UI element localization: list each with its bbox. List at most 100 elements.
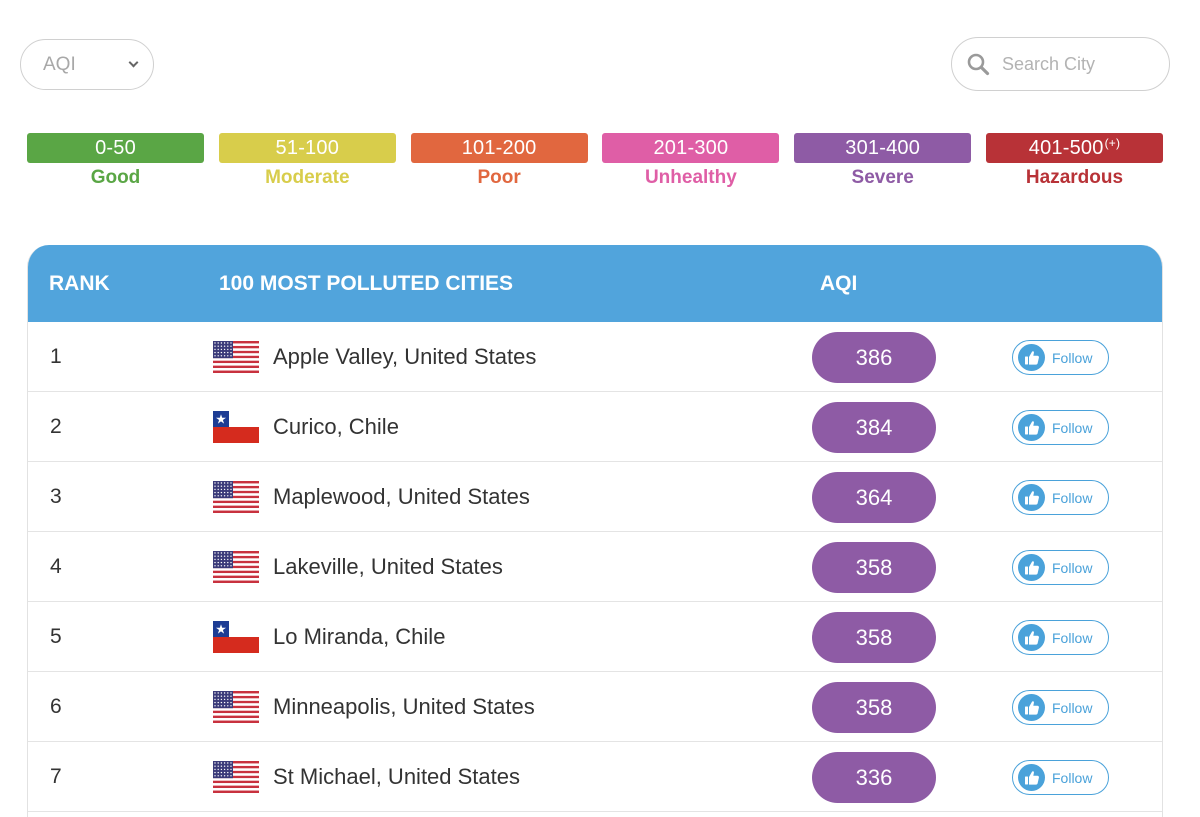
aqi-legend: 0-50 Good 51-100 Moderate 101-200 Poor 201-300… — [27, 133, 1163, 193]
us-flag-icon — [213, 481, 259, 513]
row-aqi-value: 358 — [855, 554, 893, 580]
thumbs-up-icon — [1018, 484, 1045, 511]
follow-button[interactable]: Follow — [1012, 690, 1109, 725]
us-flag-icon — [213, 691, 259, 723]
row-rank: 1 — [50, 345, 62, 368]
legend-item: 51-100 Moderate — [218, 133, 396, 189]
row-aqi-badge: 358 — [812, 542, 936, 593]
row-rank: 4 — [50, 555, 62, 578]
follow-label: Follow — [1052, 349, 1093, 366]
legend-range-bar: 401-500 (+) — [986, 133, 1163, 163]
legend-range-bar: 301-400 — [794, 133, 972, 163]
polluted-cities-table: RANK 100 MOST POLLUTED CITIES AQI 1 Apple… — [27, 245, 1163, 817]
legend-range: 101-200 — [461, 136, 537, 159]
aqi-filter-dropdown[interactable]: AQI — [20, 39, 154, 90]
us-flag-icon — [213, 341, 259, 373]
legend-range: 0-50 — [95, 136, 136, 159]
chile-flag-icon — [213, 411, 259, 443]
row-aqi-badge: 384 — [812, 402, 936, 453]
legend-range-bar: 0-50 — [27, 133, 204, 163]
thumbs-up-icon — [1018, 344, 1045, 371]
legend-label: Moderate — [265, 167, 350, 188]
row-aqi-value: 384 — [855, 414, 893, 440]
row-aqi-value: 336 — [855, 764, 893, 790]
legend-label: Poor — [477, 167, 521, 188]
city-search-box[interactable] — [951, 37, 1170, 91]
legend-range: 301-400 — [845, 136, 921, 159]
legend-label: Hazardous — [1025, 167, 1124, 188]
legend-item: 201-300 Unhealthy — [602, 133, 780, 189]
row-aqi-badge: 358 — [812, 682, 936, 733]
thumbs-up-icon — [1018, 624, 1045, 651]
chevron-down-icon — [128, 57, 139, 68]
table-row: 6 Minneapolis, United States 358 Follow — [28, 672, 1162, 742]
legend-range-suffix: (+) — [1104, 136, 1121, 150]
follow-label: Follow — [1052, 629, 1093, 646]
row-aqi-value: 386 — [855, 344, 893, 370]
follow-button[interactable]: Follow — [1012, 620, 1109, 655]
row-rank: 5 — [50, 625, 62, 648]
table-row: 7 St Michael, United States 336 Follow — [28, 742, 1162, 812]
thumbs-up-icon — [1018, 414, 1045, 441]
table-row: 4 Lakeville, United States 358 Follow — [28, 532, 1162, 602]
follow-button[interactable]: Follow — [1012, 410, 1109, 445]
us-flag-icon — [213, 761, 259, 793]
row-city-link[interactable]: Curico, Chile — [273, 414, 399, 439]
row-city-link[interactable]: Lakeville, United States — [273, 554, 503, 579]
legend-item: 301-400 Severe — [794, 133, 972, 189]
table-row: 2 Curico, Chile 384 Follow — [28, 392, 1162, 462]
aqi-filter-value: AQI — [43, 53, 76, 75]
row-city-link[interactable]: Apple Valley, United States — [273, 344, 537, 369]
table-row: 1 Apple Valley, United States 386 Follow — [28, 322, 1162, 392]
row-aqi-badge: 364 — [812, 472, 936, 523]
row-city-link[interactable]: Maplewood, United States — [273, 484, 530, 509]
row-aqi-badge: 358 — [812, 612, 936, 663]
table-row: 5 Lo Miranda, Chile 358 Follow — [28, 602, 1162, 672]
table-header: RANK 100 MOST POLLUTED CITIES AQI — [28, 245, 1162, 322]
legend-range: 401-500 — [1028, 136, 1104, 159]
legend-label: Severe — [851, 167, 914, 188]
follow-label: Follow — [1052, 489, 1093, 506]
follow-button[interactable]: Follow — [1012, 760, 1109, 795]
follow-label: Follow — [1052, 559, 1093, 576]
follow-label: Follow — [1052, 419, 1093, 436]
row-rank: 6 — [50, 695, 62, 718]
follow-label: Follow — [1052, 699, 1093, 716]
chile-flag-icon — [213, 621, 259, 653]
rank-column-header: RANK — [49, 272, 110, 295]
row-aqi-value: 358 — [855, 624, 893, 650]
row-rank: 3 — [50, 485, 62, 508]
thumbs-up-icon — [1018, 694, 1045, 721]
row-city-link[interactable]: St Michael, United States — [273, 764, 521, 789]
legend-item: 401-500 (+) Hazardous — [986, 133, 1163, 189]
row-aqi-badge: 386 — [812, 332, 936, 383]
row-aqi-badge: 336 — [812, 752, 936, 803]
row-aqi-value: 358 — [855, 694, 893, 720]
legend-item: 0-50 Good — [27, 133, 204, 189]
row-city-link[interactable]: Minneapolis, United States — [273, 694, 535, 719]
row-aqi-value: 364 — [855, 484, 893, 510]
row-city-link[interactable]: Lo Miranda, Chile — [273, 624, 446, 649]
legend-range: 201-300 — [653, 136, 729, 159]
table-body: 1 Apple Valley, United States 386 Follow 2 Cu… — [28, 322, 1162, 812]
follow-button[interactable]: Follow — [1012, 550, 1109, 585]
legend-range-bar: 101-200 — [410, 133, 588, 163]
legend-range-bar: 51-100 — [218, 133, 396, 163]
row-rank: 2 — [50, 415, 62, 438]
us-flag-icon — [213, 551, 259, 583]
follow-button[interactable]: Follow — [1012, 480, 1109, 515]
aqi-column-header: AQI — [820, 272, 858, 295]
row-rank: 7 — [50, 765, 62, 788]
search-icon — [967, 53, 990, 76]
search-input[interactable] — [1002, 53, 1152, 75]
thumbs-up-icon — [1018, 764, 1045, 791]
legend-range-bar: 201-300 — [602, 133, 780, 163]
follow-button[interactable]: Follow — [1012, 340, 1109, 375]
table-row: 3 Maplewood, United States 364 Follow — [28, 462, 1162, 532]
cities-column-header: 100 MOST POLLUTED CITIES — [219, 272, 514, 295]
legend-label: Good — [90, 167, 141, 188]
legend-label: Unhealthy — [644, 167, 737, 188]
legend-range: 51-100 — [275, 136, 340, 159]
thumbs-up-icon — [1018, 554, 1045, 581]
follow-label: Follow — [1052, 769, 1093, 786]
